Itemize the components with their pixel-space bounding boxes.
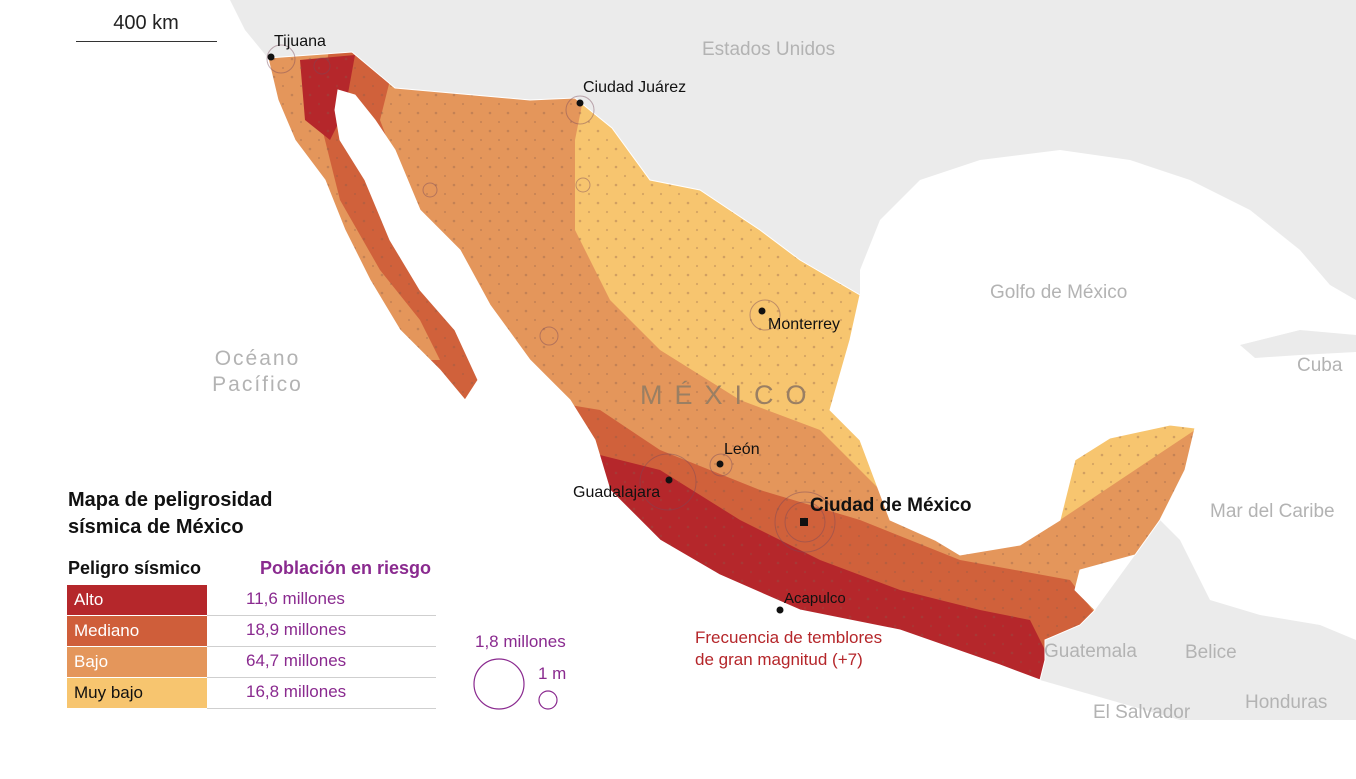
city-label-juarez: Ciudad Juárez	[583, 79, 687, 96]
legend-swatch-bajo: Bajo	[67, 647, 207, 677]
city-label-monterrey: Monterrey	[768, 316, 841, 333]
legend-title-line2: sísmica de México	[68, 516, 244, 538]
population-circle-small	[313, 57, 331, 75]
city-marker-tijuana	[267, 53, 275, 61]
population-circle-monterrey	[749, 299, 781, 331]
ocean-label-line1: Océano	[214, 347, 301, 370]
city-marker-leon	[716, 460, 724, 468]
city-marker-guadalajara	[665, 476, 673, 484]
city-label-guadalajara: Guadalajara	[573, 484, 661, 501]
legend-size-label-large: 1,8 millones	[475, 632, 566, 651]
legend-swatch-alto: Alto	[67, 585, 207, 615]
legend-population-mediano: 18,9 millones	[246, 620, 347, 639]
population-circle-cdmx-inner	[784, 501, 826, 543]
water-label-gulf: Golfo de México	[990, 282, 1128, 303]
legend-divider	[207, 646, 436, 647]
scale-bar	[76, 41, 217, 42]
annotation-frequency: Frecuencia de temblores de gran magnitud…	[695, 627, 882, 671]
country-label-mexico: MÉXICO	[640, 380, 819, 410]
legend-divider	[207, 615, 436, 616]
ocean-label: Océano Pacífico	[200, 346, 315, 398]
country-label-belize: Belice	[1185, 642, 1237, 663]
population-circle-tijuana	[266, 44, 296, 74]
country-label-usa: Estados Unidos	[702, 39, 836, 60]
annotation-line1: Frecuencia de temblores	[695, 628, 883, 647]
population-circle-small	[575, 177, 591, 193]
city-marker-acapulco	[776, 606, 784, 614]
central-america-land	[1040, 520, 1356, 720]
annotation-line2: de gran magnitud (+7)	[695, 650, 863, 669]
legend-swatch-mediano: Mediano	[67, 616, 207, 646]
legend-divider	[207, 708, 436, 709]
city-label-leon: León	[724, 441, 760, 458]
scale-label: 400 km	[113, 12, 179, 34]
country-label-guatemala: Guatemala	[1044, 641, 1137, 662]
legend-divider	[207, 677, 436, 678]
legend-size-label-small: 1 m	[538, 664, 567, 683]
mexico-outline	[267, 51, 1196, 681]
water-label-caribbean: Mar del Caribe	[1210, 501, 1335, 522]
population-circle-small	[539, 326, 559, 346]
legend-title: Mapa de peligrosidad sísmica de México	[68, 487, 328, 541]
legend-population-bajo: 64,7 millones	[246, 651, 347, 670]
population-circle-cdmx-outer	[774, 491, 836, 553]
country-label-el-salvador: El Salvador	[1093, 702, 1191, 723]
ocean-label-line2: Pacífico	[212, 373, 303, 396]
population-circle-juarez	[565, 95, 595, 125]
city-label-cdmx: Ciudad de México	[810, 495, 972, 516]
cuba-land	[1240, 330, 1356, 358]
legend-title-line1: Mapa de peligrosidad	[68, 489, 273, 511]
legend-population-muy-bajo: 16,8 millones	[246, 682, 347, 701]
legend-size-circle-small	[538, 690, 558, 710]
city-marker-juarez	[576, 99, 584, 107]
country-label-cuba: Cuba	[1297, 355, 1343, 376]
population-circle-small	[422, 182, 438, 198]
city-label-tijuana: Tijuana	[274, 33, 326, 50]
city-label-acapulco: Acapulco	[784, 590, 846, 607]
population-circle-guadalajara	[639, 453, 697, 511]
legend-size-circle-large	[473, 658, 525, 710]
city-marker-monterrey	[758, 307, 766, 315]
city-marker-cdmx	[800, 518, 808, 526]
legend-header-population: Población en riesgo	[260, 558, 432, 578]
country-label-honduras: Honduras	[1245, 692, 1328, 713]
population-circle-leon	[709, 453, 733, 477]
legend-header-hazard: Peligro sísmico	[68, 558, 202, 578]
legend-population-alto: 11,6 millones	[246, 589, 345, 608]
usa-land	[230, 0, 1356, 300]
legend-swatch-muy-bajo: Muy bajo	[67, 678, 207, 708]
